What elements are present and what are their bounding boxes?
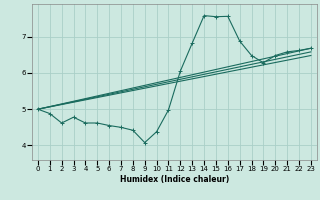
- X-axis label: Humidex (Indice chaleur): Humidex (Indice chaleur): [120, 175, 229, 184]
